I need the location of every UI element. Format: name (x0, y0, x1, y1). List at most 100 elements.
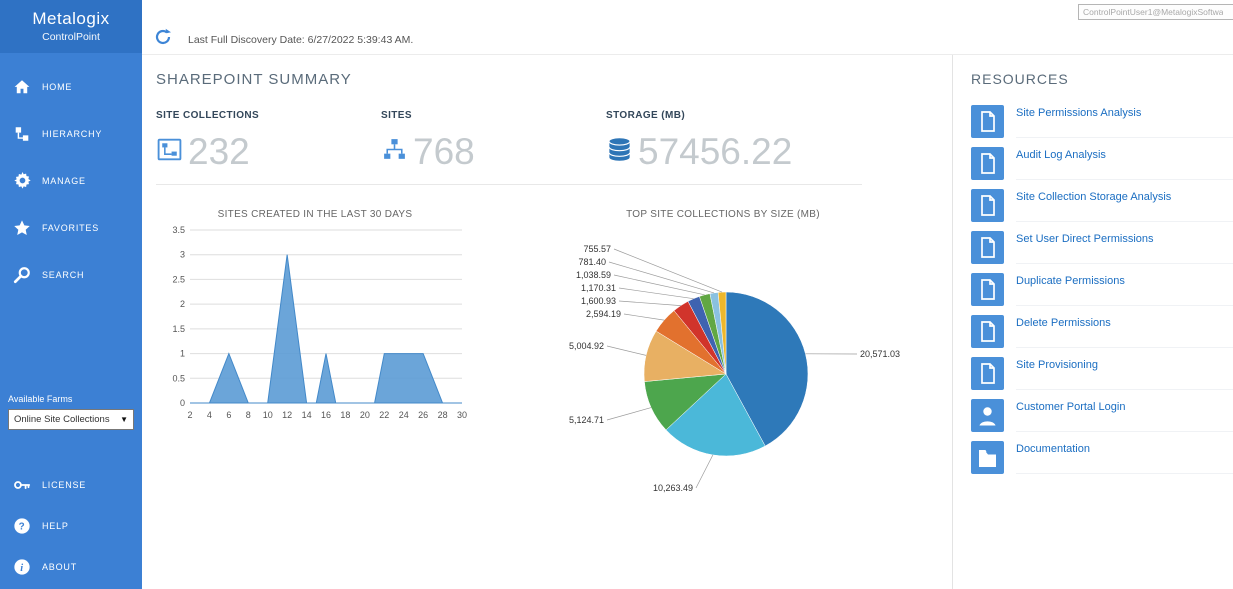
x-tick-label: 24 (399, 410, 409, 420)
stat-storage: STORAGE (MB) 57456.22 (606, 110, 862, 170)
sidebar-item-label: HELP (42, 520, 69, 531)
stat-value: 232 (188, 131, 250, 172)
x-tick-label: 26 (418, 410, 428, 420)
x-tick-label: 18 (340, 410, 350, 420)
folder-icon (971, 441, 1004, 474)
pie-label: 2,594.19 (586, 309, 621, 319)
sidebar-item-favorites[interactable]: FAVORITES (0, 204, 142, 251)
resource-link[interactable]: Site Provisioning (1016, 357, 1233, 390)
refresh-icon[interactable] (154, 28, 172, 51)
resource-item[interactable]: Duplicate Permissions (971, 273, 1233, 306)
pie-label: 755.57 (583, 244, 611, 254)
resource-item[interactable]: Set User Direct Permissions (971, 231, 1233, 264)
sidebar-item-license[interactable]: LICENSE (0, 464, 142, 505)
resource-link[interactable]: Duplicate Permissions (1016, 273, 1233, 306)
resource-link[interactable]: Delete Permissions (1016, 315, 1233, 348)
pie-label: 5,124.71 (569, 415, 604, 425)
resource-item[interactable]: Site Provisioning (971, 357, 1233, 390)
key-icon (12, 476, 32, 494)
pie-leader-line (623, 313, 665, 321)
brand-subtitle: ControlPoint (42, 31, 100, 43)
document-icon (971, 357, 1004, 390)
y-tick-label: 3.5 (172, 225, 185, 235)
pie-label: 20,571.03 (860, 349, 900, 359)
sidebar-item-search[interactable]: SEARCH (0, 251, 142, 298)
resource-item[interactable]: Delete Permissions (971, 315, 1233, 348)
sidebar: Metalogix ControlPoint HOME HIERARCHY (0, 0, 142, 589)
x-tick-label: 2 (187, 410, 192, 420)
site-collections-icon (156, 136, 183, 168)
x-tick-label: 20 (360, 410, 370, 420)
brand-title: Metalogix (32, 9, 110, 28)
chart-title: TOP SITE COLLECTIONS BY SIZE (MB) (626, 209, 820, 220)
resource-item[interactable]: Site Collection Storage Analysis (971, 189, 1233, 222)
hierarchy-icon (12, 125, 32, 143)
pie-label: 781.40 (578, 257, 606, 267)
sidebar-item-help[interactable]: ? HELP (0, 505, 142, 546)
svg-text:?: ? (19, 521, 26, 532)
top-site-collections-chart: TOP SITE COLLECTIONS BY SIZE (MB) 20,571… (508, 209, 938, 507)
x-tick-label: 8 (246, 410, 251, 420)
content-area: Last Full Discovery Date: 6/27/2022 5:39… (142, 0, 1233, 589)
y-tick-label: 3 (180, 250, 185, 260)
sidebar-bottom-nav: LICENSE ? HELP i ABOUT (0, 464, 142, 587)
stat-label: STORAGE (MB) (606, 110, 686, 121)
resource-link[interactable]: Site Permissions Analysis (1016, 105, 1233, 138)
y-tick-label: 1.5 (172, 324, 185, 334)
sidebar-item-hierarchy[interactable]: HIERARCHY (0, 110, 142, 157)
area-chart-canvas: 00.511.522.533.52 4 6 8 10 12 14 16 18 20 22 24 26 28… (172, 225, 467, 420)
page-title: SHAREPOINT SUMMARY (156, 71, 352, 88)
y-tick-label: 1 (180, 349, 185, 359)
sidebar-item-about[interactable]: i ABOUT (0, 546, 142, 587)
resource-item[interactable]: Audit Log Analysis (971, 147, 1233, 180)
sidebar-item-home[interactable]: HOME (0, 63, 142, 110)
y-tick-label: 2.5 (172, 274, 185, 284)
user-account-value: ControlPointUser1@MetalogixSoftwa (1083, 7, 1224, 17)
resource-item[interactable]: Site Permissions Analysis (971, 105, 1233, 138)
x-tick-label: 6 (226, 410, 231, 420)
stat-site-collections: SITE COLLECTIONS 232 (156, 110, 381, 170)
resource-link[interactable]: Audit Log Analysis (1016, 147, 1233, 180)
search-icon (12, 266, 32, 284)
sidebar-nav: HOME HIERARCHY MANAGE FAVORITES (0, 63, 142, 298)
stat-label: SITE COLLECTIONS (156, 110, 260, 121)
x-tick-label: 14 (302, 410, 312, 420)
pie-leader-line (606, 407, 652, 421)
resource-item[interactable]: Documentation (971, 441, 1233, 474)
pie-leader-line (695, 454, 714, 489)
gear-icon (12, 171, 32, 190)
pie-slice (665, 373, 766, 457)
resource-link[interactable]: Customer Portal Login (1016, 399, 1233, 432)
last-discovery-date: Last Full Discovery Date: 6/27/2022 5:39… (188, 33, 414, 46)
farms-dropdown-value: Online Site Collections (14, 414, 110, 425)
farms-dropdown[interactable]: Online Site Collections ▼ (8, 409, 134, 430)
pie-leader-line (608, 261, 715, 294)
pie-chart-canvas: 20,571.03 10,263.49 5,124.71 5,004.92 2,594.… (569, 244, 900, 493)
pie-leader-line (618, 300, 681, 306)
topbar: Last Full Discovery Date: 6/27/2022 5:39… (142, 0, 1233, 55)
document-icon (971, 273, 1004, 306)
stat-value: 768 (413, 131, 475, 172)
sidebar-item-label: FAVORITES (42, 222, 100, 233)
sidebar-item-manage[interactable]: MANAGE (0, 157, 142, 204)
pie-label: 1,600.93 (581, 296, 616, 306)
sites-icon (381, 136, 408, 168)
pie-slice (725, 291, 809, 447)
resource-link[interactable]: Set User Direct Permissions (1016, 231, 1233, 264)
resources-list: Site Permissions Analysis Audit Log Analy… (971, 105, 1233, 474)
summary-stats: SITE COLLECTIONS 232 SITES (156, 110, 862, 185)
user-account-dropdown[interactable]: ControlPointUser1@MetalogixSoftwa (1078, 4, 1233, 20)
resource-link[interactable]: Site Collection Storage Analysis (1016, 189, 1233, 222)
resource-item[interactable]: Customer Portal Login (971, 399, 1233, 432)
person-icon (971, 399, 1004, 432)
chevron-down-icon: ▼ (120, 415, 128, 424)
svg-text:i: i (20, 562, 24, 573)
resource-link[interactable]: Documentation (1016, 441, 1233, 474)
pie-label: 1,170.31 (581, 283, 616, 293)
x-tick-label: 22 (379, 410, 389, 420)
pie-label: 10,263.49 (653, 483, 693, 493)
y-tick-label: 0.5 (172, 373, 185, 383)
sites-created-chart: SITES CREATED IN THE LAST 30 DAYS 0 0.5 1 1… (160, 209, 470, 507)
document-icon (971, 105, 1004, 138)
